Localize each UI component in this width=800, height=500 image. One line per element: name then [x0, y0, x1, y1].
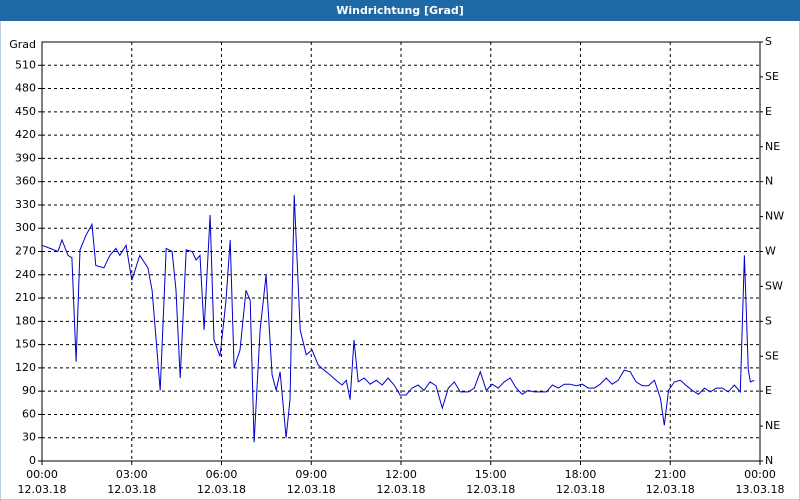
x-tick-label: 15:00	[475, 468, 507, 481]
data-line	[41, 194, 755, 443]
chart-title: Windrichtung [Grad]	[336, 4, 464, 17]
x-tick-label: 21:00	[654, 468, 686, 481]
y-tick-label: 60	[22, 407, 36, 420]
x-tick-label: 09:00	[295, 468, 327, 481]
x-tick-label: 18:00	[565, 468, 597, 481]
x-tick-date: 12.03.18	[197, 483, 246, 496]
x-tick-label: 00:00	[744, 468, 776, 481]
y2-tick-label: NE	[765, 140, 780, 153]
y-tick-label: 480	[15, 82, 36, 95]
y-tick-label: 180	[15, 314, 36, 327]
y2-tick-label: SE	[765, 349, 779, 362]
y-tick-label: 510	[15, 58, 36, 71]
x-tick-date: 12.03.18	[646, 483, 695, 496]
x-tick-date: 12.03.18	[107, 483, 156, 496]
x-tick-date: 12.03.18	[466, 483, 515, 496]
title-bar	[0, 0, 800, 21]
y2-tick-label: W	[765, 245, 776, 258]
y-tick-label: 270	[15, 245, 36, 258]
x-tick-date: 12.03.18	[377, 483, 426, 496]
y-tick-label: 0	[29, 454, 36, 467]
y2-tick-label: NW	[765, 210, 784, 223]
y2-tick-label: N	[765, 175, 773, 188]
x-tick-date: 13.03.18	[736, 483, 785, 496]
y2-tick-label: E	[765, 384, 772, 397]
y-tick-label: 390	[15, 151, 36, 164]
y-tick-label: 450	[15, 105, 36, 118]
x-tick-label: 12:00	[385, 468, 417, 481]
x-tick-date: 12.03.18	[287, 483, 336, 496]
x-tick-label: 06:00	[206, 468, 238, 481]
x-tick-label: 03:00	[116, 468, 148, 481]
y2-tick-label: E	[765, 105, 772, 118]
y2-tick-label: N	[765, 454, 773, 467]
y2-tick-label: SW	[765, 279, 783, 292]
y-tick-label: 360	[15, 175, 36, 188]
x-tick-label: 00:00	[26, 468, 58, 481]
y2-tick-label: S	[765, 35, 772, 48]
y-tick-label: 150	[15, 338, 36, 351]
x-tick-date: 12.03.18	[556, 483, 605, 496]
y-tick-label: 120	[15, 361, 36, 374]
y-tick-label: 90	[22, 384, 36, 397]
y-tick-label: 240	[15, 268, 36, 281]
y2-tick-label: SE	[765, 70, 779, 83]
y-axis-label: Grad	[9, 38, 36, 51]
y-tick-label: 420	[15, 128, 36, 141]
y2-tick-label: S	[765, 314, 772, 327]
y-tick-label: 30	[22, 431, 36, 444]
y-tick-label: 330	[15, 198, 36, 211]
x-tick-date: 12.03.18	[18, 483, 67, 496]
y-tick-label: 210	[15, 291, 36, 304]
y2-tick-label: NE	[765, 419, 780, 432]
y-tick-label: 300	[15, 221, 36, 234]
